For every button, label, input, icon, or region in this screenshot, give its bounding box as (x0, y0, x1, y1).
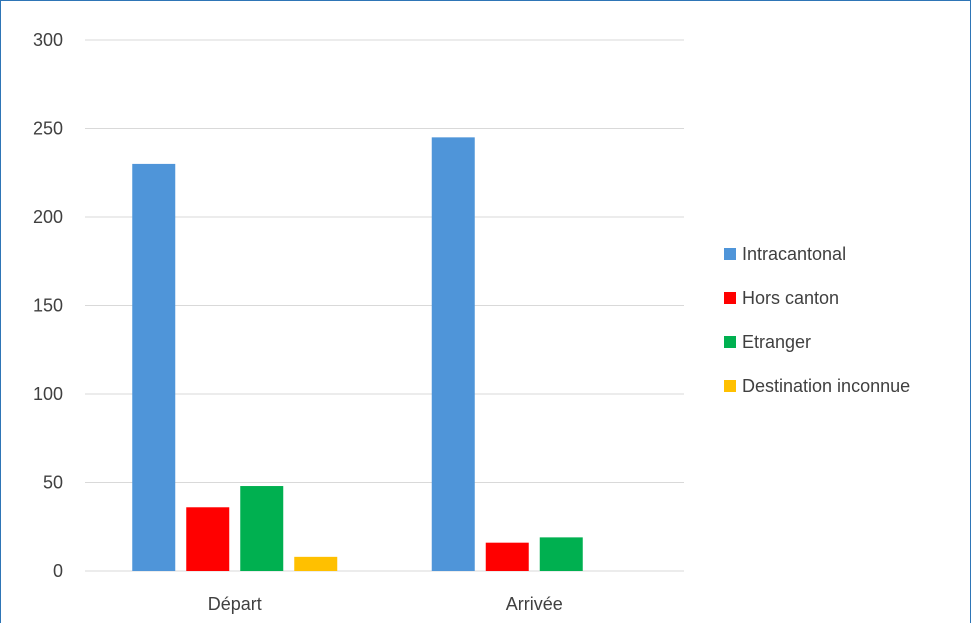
bar-hors-canton-0 (186, 507, 230, 571)
legend: Intracantonal Hors canton Etranger Destinat… (724, 244, 910, 396)
legend-label: Etranger (742, 332, 811, 352)
bar-hors-canton-1 (485, 542, 529, 571)
y-tick-label: 250 (33, 119, 63, 139)
y-axis: 0 50 100 150 200 250 300 (33, 30, 63, 581)
x-category-label: Départ (208, 594, 262, 614)
x-category-label: Arrivée (506, 594, 563, 614)
x-axis: Départ Arrivée (208, 594, 563, 614)
legend-label: Hors canton (742, 288, 839, 308)
bar-etranger-1 (539, 537, 583, 571)
bar-destination-inconnue-0 (294, 556, 338, 571)
y-tick-label: 200 (33, 207, 63, 227)
legend-swatch (724, 292, 736, 304)
bar-intracantonal-0 (132, 163, 176, 571)
legend-swatch (724, 380, 736, 392)
y-tick-label: 100 (33, 384, 63, 404)
legend-label: Destination inconnue (742, 376, 910, 396)
bar-intracantonal-1 (431, 137, 475, 571)
bars (132, 137, 583, 571)
y-tick-label: 300 (33, 30, 63, 50)
legend-swatch (724, 336, 736, 348)
legend-label: Intracantonal (742, 244, 846, 264)
y-tick-label: 150 (33, 296, 63, 316)
legend-swatch (724, 248, 736, 260)
y-tick-label: 0 (53, 561, 63, 581)
y-tick-label: 50 (43, 473, 63, 493)
bar-etranger-0 (240, 486, 284, 571)
gridlines (85, 39, 684, 572)
